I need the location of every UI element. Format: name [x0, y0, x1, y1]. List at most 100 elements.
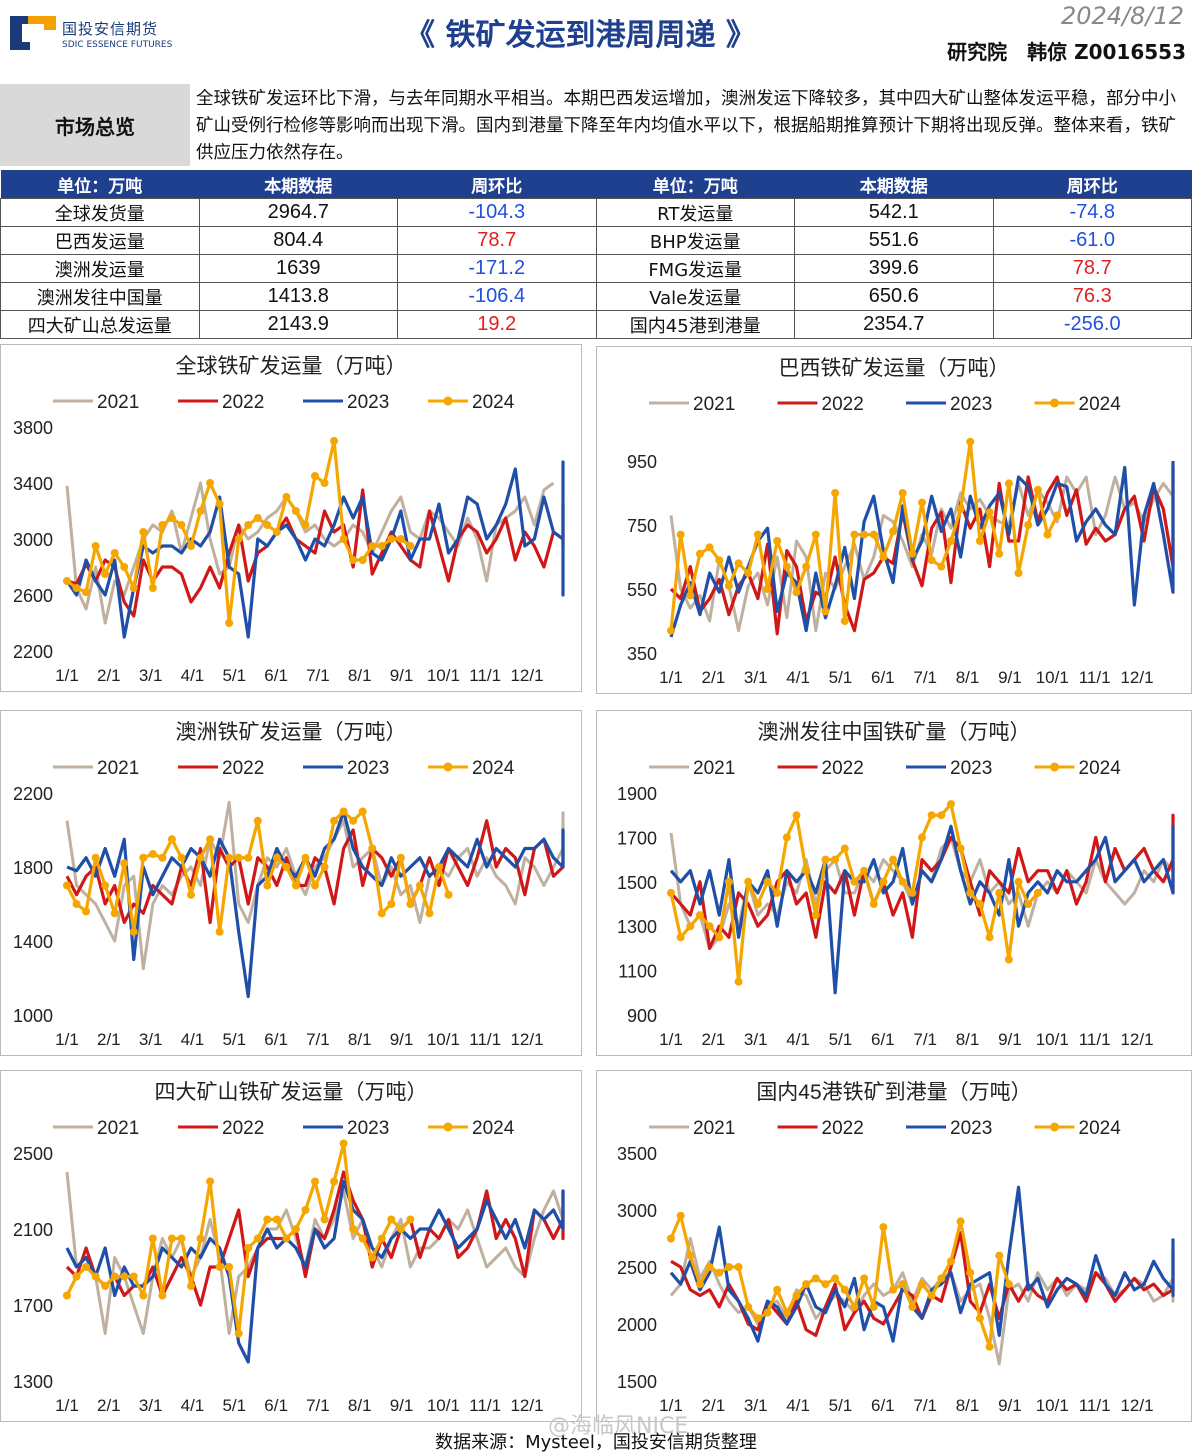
data-point-2024 [377, 1234, 386, 1243]
data-point-2024 [985, 508, 994, 517]
data-point-2024 [330, 437, 339, 445]
data-point-2024 [811, 530, 820, 539]
data-point-2024 [244, 853, 253, 862]
data-point-2024 [850, 530, 859, 539]
current-value: 2354.7 [794, 310, 994, 339]
chart-australia-shipments: 澳洲铁矿发运量（万吨） 2021 2022 2023 2024 1000 1400 1800 2… [13, 721, 565, 1049]
data-point-2024 [927, 811, 936, 820]
data-point-2024 [263, 881, 272, 890]
data-point-2024 [339, 807, 348, 816]
x-tick-label: 10/1 [427, 666, 460, 685]
data-point-2024 [358, 556, 367, 564]
data-point-2024 [889, 855, 898, 864]
data-point-2024 [937, 811, 946, 820]
data-point-2024 [196, 853, 205, 862]
chart-brazil-shipments: 巴西铁矿发运量（万吨） 2021 2022 2023 2024 350 550 750 950 1… [627, 357, 1175, 687]
data-point-2024 [396, 1225, 405, 1233]
x-tick-label: 3/1 [139, 1030, 163, 1049]
y-tick-label: 2200 [13, 784, 53, 804]
data-point-2024 [148, 850, 157, 859]
data-point-2024 [349, 1225, 358, 1233]
x-tick-label: 1/1 [55, 1396, 79, 1415]
data-point-2024 [763, 877, 772, 886]
x-tick-label: 12/1 [1120, 1396, 1153, 1415]
data-point-2024 [744, 569, 753, 577]
data-point-2024 [396, 535, 405, 543]
legend-label-2022: 2022 [822, 758, 864, 779]
data-point-2024 [869, 1302, 878, 1311]
data-point-2024 [889, 527, 898, 536]
y-tick-label: 1900 [617, 784, 657, 804]
x-tick-label: 1/1 [659, 1396, 683, 1415]
x-tick-label: 11/1 [469, 1396, 501, 1415]
data-point-2024 [72, 900, 81, 908]
series-line-2023 [66, 809, 565, 999]
y-tick-label: 1700 [617, 828, 657, 848]
x-tick-label: 11/1 [469, 1030, 501, 1049]
y-tick-label: 750 [627, 516, 657, 536]
data-point-2024 [860, 866, 869, 875]
data-point-2024 [724, 1263, 733, 1271]
legend-label-2022: 2022 [222, 758, 264, 779]
x-tick-label: 11/1 [1079, 668, 1111, 687]
x-tick-label: 6/1 [871, 1030, 895, 1049]
data-point-2024 [244, 521, 253, 529]
data-point-2024 [435, 863, 443, 871]
x-tick-label: 1/1 [659, 1030, 683, 1049]
data-point-2024 [253, 514, 262, 522]
x-tick-label: 7/1 [306, 1396, 330, 1415]
data-point-2024 [956, 505, 965, 513]
y-tick-label: 900 [627, 1006, 657, 1026]
data-point-2024 [686, 591, 695, 600]
chart-panel-brazil: 巴西铁矿发运量（万吨） 2021 2022 2023 2024 350 550 750 950 1… [596, 346, 1192, 694]
data-point-2024 [753, 1314, 762, 1323]
x-tick-label: 3/1 [139, 666, 163, 685]
x-tick-label: 12/1 [510, 1030, 543, 1049]
x-tick-label: 2/1 [702, 1030, 726, 1049]
wow-change: 76.3 [992, 282, 1192, 311]
data-point-2024 [840, 844, 849, 853]
data-point-2024 [158, 853, 167, 862]
row-label: RT发运量 [595, 198, 795, 227]
data-point-2024 [995, 1251, 1004, 1260]
data-point-2024 [110, 1272, 119, 1281]
data-point-2024 [715, 933, 724, 942]
legend-marker-2024 [443, 396, 453, 406]
current-value: 650.6 [794, 282, 994, 311]
legend-label-2022: 2022 [222, 392, 264, 413]
x-tick-label: 4/1 [786, 668, 810, 687]
data-point-2024 [1043, 530, 1052, 539]
data-point-2024 [320, 1215, 329, 1224]
legend-label-2024: 2024 [472, 392, 515, 413]
data-point-2024 [215, 1263, 224, 1271]
data-point-2024 [927, 556, 936, 565]
wow-change: -104.3 [397, 198, 597, 227]
data-point-2024 [1004, 479, 1013, 488]
data-point-2024 [272, 1215, 281, 1224]
legend-label-2021: 2021 [693, 758, 735, 779]
data-point-2024 [349, 816, 358, 825]
data-point-2024 [821, 1280, 830, 1289]
data-point-2024 [368, 844, 377, 853]
current-value: 2964.7 [198, 198, 398, 227]
data-point-2024 [330, 816, 339, 825]
data-point-2024 [377, 542, 386, 550]
x-tick-label: 10/1 [427, 1396, 460, 1415]
data-point-2024 [898, 877, 907, 886]
data-point-2024 [72, 584, 81, 592]
data-point-2024 [167, 514, 176, 522]
legend-label-2024: 2024 [472, 1118, 515, 1139]
series-line-2021 [669, 826, 1175, 950]
data-point-2024 [301, 521, 310, 529]
y-tick-label: 1800 [13, 858, 53, 878]
x-tick-label: 12/1 [1120, 668, 1153, 687]
legend-marker-2024 [1050, 398, 1059, 408]
legend-label-2022: 2022 [822, 394, 864, 415]
y-tick-label: 2500 [617, 1258, 657, 1278]
y-tick-label: 350 [627, 644, 657, 664]
data-point-2024 [763, 1308, 772, 1317]
logo-name: 国投安信期货 [62, 20, 159, 38]
row-label: 四大矿山总发运量 [0, 310, 200, 339]
data-point-2024 [860, 530, 869, 539]
y-tick-label: 950 [627, 452, 657, 472]
